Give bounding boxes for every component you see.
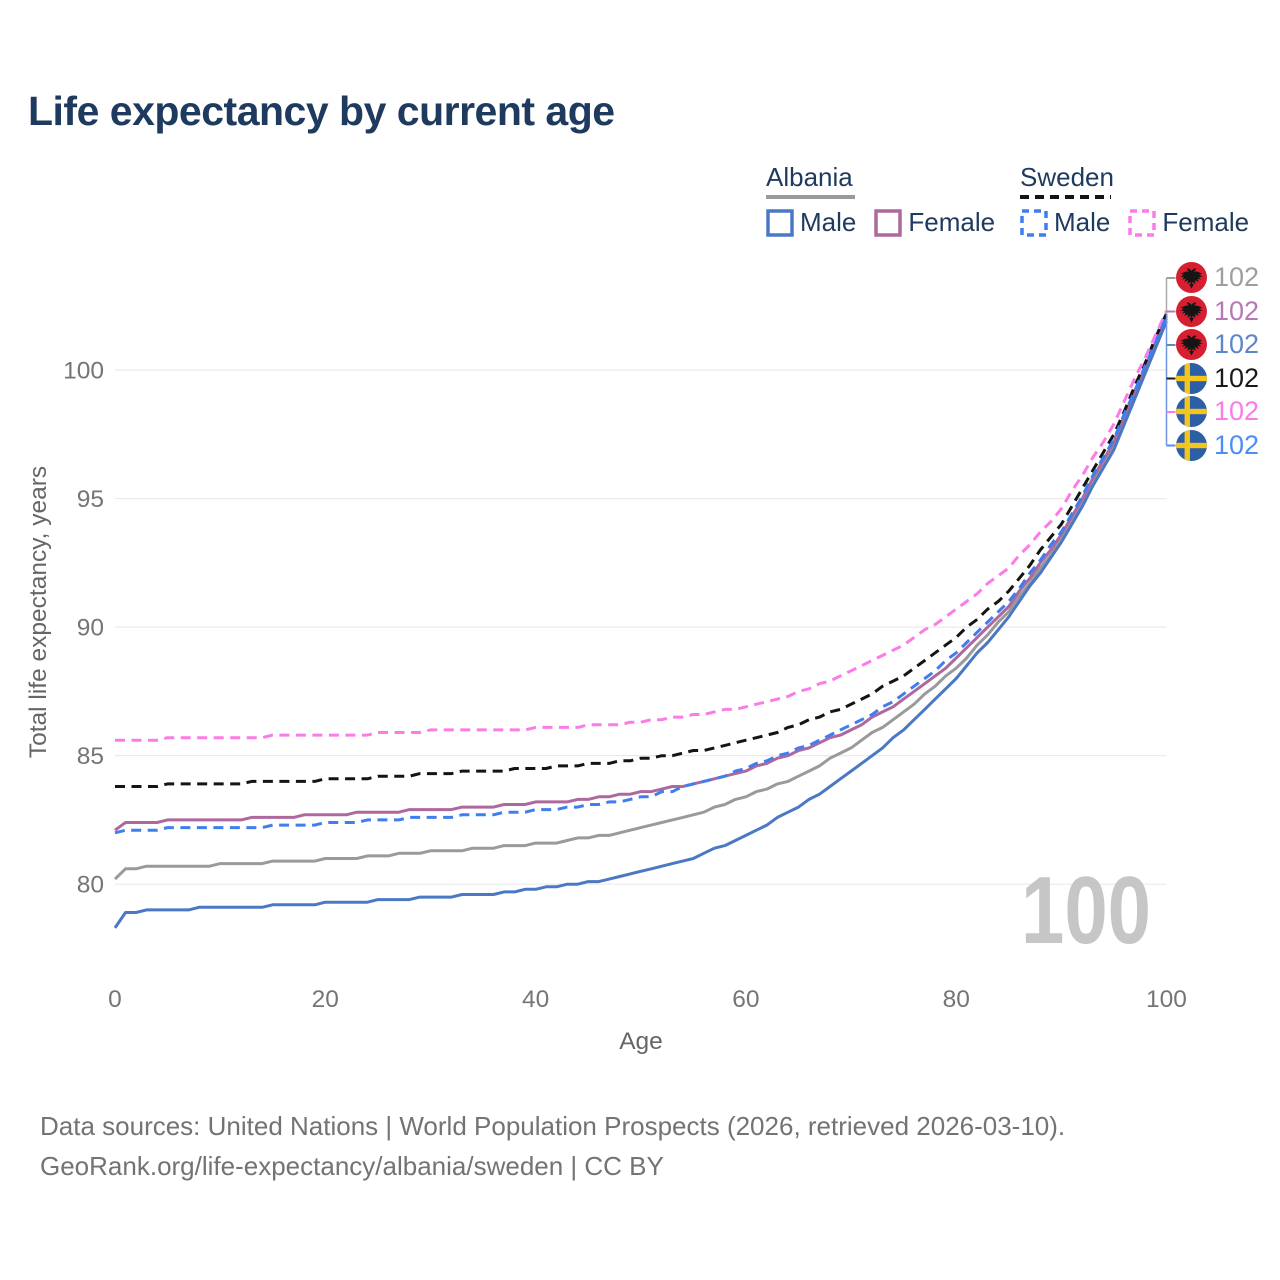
- end-label-sweden-female: 102: [1176, 395, 1259, 429]
- y-tick-label: 95: [77, 486, 104, 513]
- end-label-albania-male: 102: [1176, 328, 1259, 362]
- end-label-sweden-both-sexes: 102: [1176, 362, 1259, 396]
- end-label-sweden-male: 102: [1176, 429, 1259, 463]
- series-line: [114, 315, 1168, 832]
- sweden-flag-icon: [1176, 396, 1207, 428]
- series-end-labels: 102 102 102 102 102 102: [1176, 261, 1259, 462]
- x-tick-label: 80: [943, 986, 970, 1013]
- end-label-value: 102: [1214, 295, 1260, 326]
- series-line: [115, 310, 1168, 742]
- end-label-value: 102: [1214, 396, 1260, 427]
- y-tick-label: 85: [77, 743, 104, 770]
- end-label-albania-female: 102: [1176, 295, 1259, 329]
- albania-flag-icon: [1176, 295, 1207, 327]
- albania-flag-icon: [1176, 329, 1207, 361]
- footer-attribution: GeoRank.org/life-expectancy/albania/swed…: [40, 1151, 664, 1181]
- y-tick-label: 80: [77, 872, 104, 899]
- age-ticker-watermark: 100: [1021, 857, 1151, 964]
- series-line: [114, 315, 1168, 835]
- y-tick-label: 100: [63, 358, 104, 385]
- series-line: [113, 318, 1168, 881]
- sweden-flag-icon: [1176, 429, 1207, 461]
- series-line: [113, 320, 1168, 929]
- y-axis-title: Total life expectancy, years: [25, 466, 52, 758]
- page-title: Life expectancy by current age: [28, 88, 615, 134]
- series-line: [115, 312, 1168, 788]
- x-axis-title: Age: [619, 1028, 663, 1055]
- x-tick-label: 20: [312, 986, 339, 1013]
- end-label-value: 102: [1214, 362, 1260, 393]
- x-tick-label: 0: [108, 986, 122, 1013]
- end-label-value: 102: [1214, 262, 1260, 293]
- footer: Data sources: United Nations | World Pop…: [40, 1106, 1065, 1186]
- y-tick-label: 90: [77, 615, 104, 642]
- sweden-flag-icon: [1176, 362, 1207, 394]
- x-tick-label: 100: [1146, 986, 1187, 1013]
- end-label-albania-both-sexes: 102: [1176, 261, 1259, 295]
- albania-flag-icon: [1176, 262, 1207, 294]
- end-label-value: 102: [1214, 329, 1260, 360]
- x-tick-label: 40: [522, 986, 549, 1013]
- x-tick-label: 60: [732, 986, 759, 1013]
- end-label-value: 102: [1214, 429, 1260, 460]
- footer-data-sources: Data sources: United Nations | World Pop…: [40, 1111, 1066, 1141]
